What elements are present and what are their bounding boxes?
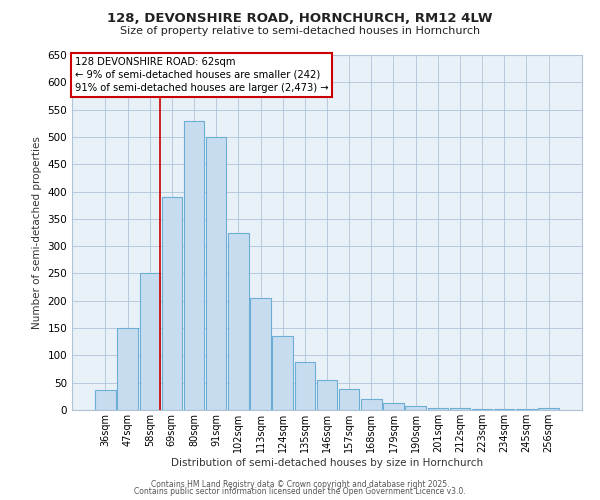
Bar (383, 404, 404, 410)
Bar (228, 232, 248, 410)
Text: 128 DEVONSHIRE ROAD: 62sqm
← 9% of semi-detached houses are smaller (242)
91% of: 128 DEVONSHIRE ROAD: 62sqm ← 9% of semi-… (74, 57, 328, 93)
Text: Contains HM Land Registry data © Crown copyright and database right 2025.: Contains HM Land Registry data © Crown c… (151, 480, 449, 489)
Bar (272, 336, 293, 410)
Bar (339, 389, 359, 410)
Bar (95, 390, 116, 410)
Bar (428, 408, 448, 410)
X-axis label: Distribution of semi-detached houses by size in Hornchurch: Distribution of semi-detached houses by … (171, 458, 483, 468)
Bar (161, 197, 182, 410)
Bar (538, 408, 559, 410)
Bar (140, 274, 160, 410)
Bar (118, 328, 138, 410)
Bar (361, 399, 382, 410)
Y-axis label: Number of semi-detached properties: Number of semi-detached properties (32, 136, 42, 329)
Bar (295, 362, 315, 410)
Bar (206, 137, 226, 410)
Text: Size of property relative to semi-detached houses in Hornchurch: Size of property relative to semi-detach… (120, 26, 480, 36)
Text: Contains public sector information licensed under the Open Government Licence v3: Contains public sector information licen… (134, 487, 466, 496)
Bar (472, 409, 493, 410)
Bar (184, 120, 204, 410)
Bar (450, 408, 470, 410)
Bar (494, 409, 514, 410)
Bar (406, 406, 426, 410)
Text: 128, DEVONSHIRE ROAD, HORNCHURCH, RM12 4LW: 128, DEVONSHIRE ROAD, HORNCHURCH, RM12 4… (107, 12, 493, 26)
Bar (250, 298, 271, 410)
Bar (317, 380, 337, 410)
